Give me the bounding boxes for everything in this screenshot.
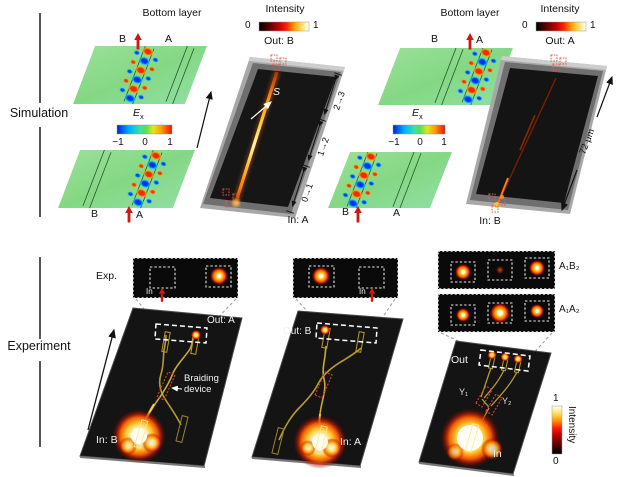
- section-label-simulation: Simulation: [9, 106, 69, 120]
- bottom-layer-label: Bottom layer: [440, 7, 500, 19]
- device2-out-label: Out: B: [283, 326, 312, 337]
- intensity-title: Intensity: [265, 3, 305, 15]
- ex-subscript: x: [419, 112, 423, 122]
- intensity-title: Intensity: [540, 3, 580, 15]
- sim-left-field-map-top: [73, 46, 207, 104]
- light-streak: [233, 71, 279, 206]
- output-window: [315, 322, 378, 344]
- device2-in-label: In: A: [340, 436, 362, 448]
- faint-streak: [496, 77, 557, 207]
- intensity-colorbar-left: [258, 21, 310, 32]
- sim-right-field-map-top: [378, 48, 513, 105]
- dimension-arrows: [286, 72, 342, 214]
- inset-in-label: In: [359, 287, 366, 296]
- exp-inset-device2: [292, 257, 399, 299]
- intensity-max: 1: [313, 20, 319, 31]
- vbar-intensity-title: Intensity: [566, 406, 577, 444]
- inset-label-a1a2: A₁A₂: [559, 304, 580, 315]
- intensity-min: 0: [245, 20, 251, 31]
- waveguide-b-label: B: [431, 33, 439, 45]
- braiding-label-line2: device: [184, 384, 212, 395]
- waveguide-a-label: A: [136, 209, 144, 221]
- ex-min-tick: −1: [388, 137, 400, 148]
- exp-inset-a1a2: [437, 293, 556, 333]
- ex-colorbar-left: [116, 124, 173, 135]
- waveguide-b-label: B: [91, 208, 99, 220]
- ex-colorbar-right: [392, 124, 446, 135]
- ex-max-tick: 1: [441, 137, 447, 148]
- input-direction-arrow-icon: [125, 206, 133, 223]
- input-direction-arrow-icon: [354, 206, 362, 223]
- sim-right-field-map-bottom: [328, 152, 452, 208]
- ex-max-tick: 1: [167, 137, 173, 148]
- exp-inset-a1b2: [437, 250, 556, 290]
- exp-device1-chip: [79, 307, 243, 468]
- propagation-arrow-left-icon: [196, 90, 213, 149]
- intensity-min: 0: [522, 20, 528, 31]
- vbar-max: 1: [553, 393, 559, 404]
- poynting-vector-label: S: [273, 86, 281, 98]
- ex-symbol: E: [133, 107, 141, 119]
- output-window: [154, 323, 208, 344]
- intensity-max: 1: [590, 20, 596, 31]
- sim-left-device-panel: [200, 54, 345, 218]
- ex-field-label: Ex: [133, 107, 144, 122]
- vbar-min: 0: [553, 456, 559, 467]
- intensity-colorbar-right: [535, 21, 587, 32]
- ex-mid-tick: 0: [142, 137, 148, 148]
- inset-in-label: In: [146, 287, 153, 296]
- sim-right-device-panel: [466, 54, 607, 214]
- braiding-label-arrow-icon: [171, 385, 183, 392]
- waveguide-a-label: A: [165, 33, 173, 45]
- device3-in-label: In: [493, 448, 502, 460]
- out-port-label: Out: B: [264, 35, 294, 47]
- device1-in-label: In: B: [96, 434, 118, 446]
- exp-inset-device1: [132, 257, 239, 299]
- waveguide-b-label: B: [119, 33, 127, 45]
- ex-symbol: E: [412, 107, 420, 119]
- ex-field-label: Ex: [412, 107, 423, 122]
- port-markers: [222, 54, 287, 208]
- device3-out-label: Out: [451, 354, 468, 366]
- waveguide-dark: [158, 334, 182, 426]
- sim-left-field-map-bottom: [58, 150, 195, 208]
- in-port-label: In: B: [479, 215, 501, 227]
- poynting-arrow-icon: [250, 101, 272, 120]
- y2-region-marker: [485, 393, 503, 416]
- length-scale-arrow: [561, 75, 613, 212]
- bottom-layer-label: Bottom layer: [142, 7, 202, 19]
- braiding-region-marker: [314, 371, 333, 399]
- output-window: [478, 349, 531, 372]
- ex-min-tick: −1: [112, 137, 124, 148]
- intensity-colorbar-vertical: [551, 405, 563, 455]
- y2-junction-label: Y₂: [502, 396, 512, 406]
- out-port-label: Out: A: [545, 35, 575, 47]
- propagation-arrow-exp-icon: [87, 328, 116, 431]
- section-label-experiment: Experiment: [7, 339, 71, 353]
- exp-device2-chip: [251, 310, 404, 469]
- waveguide-a-label: A: [476, 34, 484, 46]
- ex-subscript: x: [140, 112, 144, 122]
- in-port-label: In: A: [287, 214, 309, 226]
- exp-device3-chip: [418, 340, 552, 476]
- y1-region-marker: [475, 385, 493, 408]
- waveguide-a-label: A: [393, 207, 401, 219]
- waveguide-b-label: B: [342, 206, 350, 218]
- input-direction-arrow-icon: [466, 33, 474, 50]
- inset-label-a1b2: A₁B₂: [559, 261, 580, 272]
- exp-abbrev-label: Exp.: [96, 270, 118, 282]
- ex-mid-tick: 0: [417, 137, 423, 148]
- y1-junction-label: Y₁: [459, 387, 469, 397]
- device1-out-label: Out: A: [207, 315, 235, 326]
- braiding-region-marker: [156, 371, 176, 401]
- braiding-label-line1: Braiding: [184, 373, 219, 384]
- port-markers: [488, 54, 567, 213]
- waveguide-dark: [278, 347, 362, 441]
